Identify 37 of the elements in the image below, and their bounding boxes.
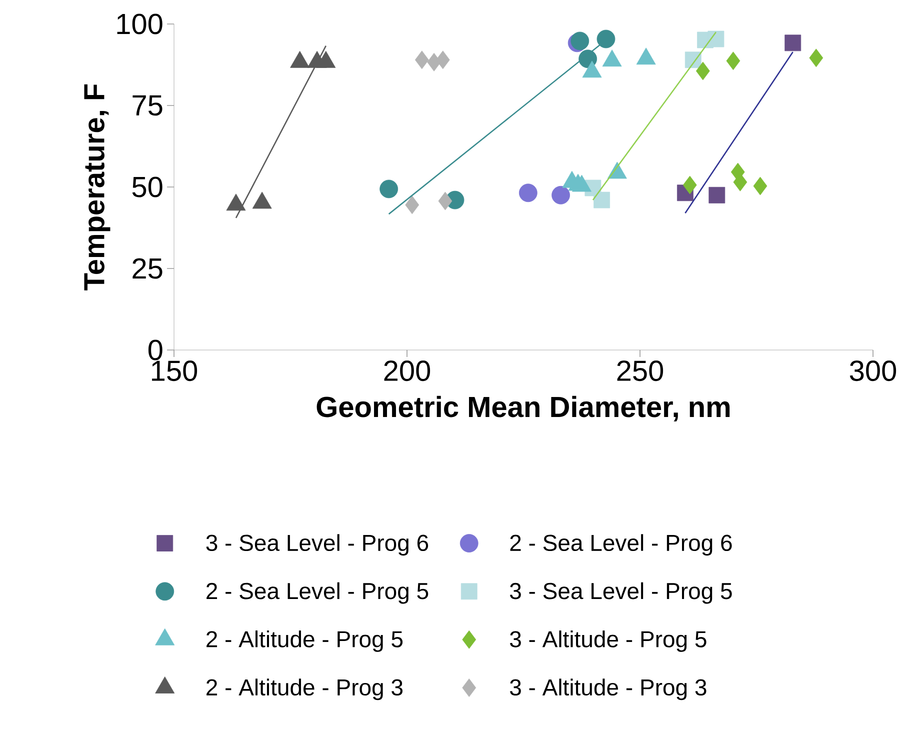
point — [696, 62, 710, 80]
y-tick-label: 25 — [132, 258, 162, 279]
point — [405, 196, 420, 214]
x-tick-label: 250 — [617, 360, 664, 382]
point — [552, 186, 570, 204]
y-axis-title: Temperature, F — [84, 84, 110, 290]
point — [708, 30, 724, 48]
point — [596, 30, 616, 48]
y-tick-label: 100 — [117, 14, 162, 34]
legend-label: 2 - Altitude - Prog 3 — [206, 678, 402, 700]
point — [726, 52, 740, 70]
legend-label: 3 - Altitude - Prog 3 — [510, 678, 706, 700]
y-tick-label: 75 — [132, 95, 162, 116]
x-tick-label: 150 — [152, 360, 198, 382]
point — [414, 50, 429, 70]
point — [518, 184, 538, 202]
x-axis-title: Geometric Mean Diameter, nm — [316, 396, 730, 422]
legend-label: 3 - Sea Level - Prog 5 — [510, 582, 732, 604]
point — [380, 180, 398, 198]
point — [809, 48, 824, 68]
point — [594, 192, 610, 208]
legend-label: 3 - Altitude - Prog 5 — [510, 630, 706, 652]
point — [682, 176, 697, 194]
legend-label: 2 - Altitude - Prog 5 — [206, 630, 403, 652]
legend-label: 2 - Sea Level - Prog 5 — [206, 582, 428, 604]
point — [708, 186, 726, 204]
point — [570, 32, 590, 50]
legend-label: 2 - Sea Level - Prog 6 — [510, 534, 732, 556]
legend-label: 3 - Sea Level - Prog 6 — [206, 534, 428, 556]
y-tick-label: 50 — [132, 176, 162, 198]
point — [438, 192, 452, 210]
x-tick-label: 200 — [384, 360, 430, 382]
point — [753, 176, 768, 196]
point — [784, 34, 802, 52]
y-tick-label: 0 — [148, 340, 162, 360]
point — [436, 50, 450, 70]
x-tick-label: 300 — [850, 360, 896, 382]
